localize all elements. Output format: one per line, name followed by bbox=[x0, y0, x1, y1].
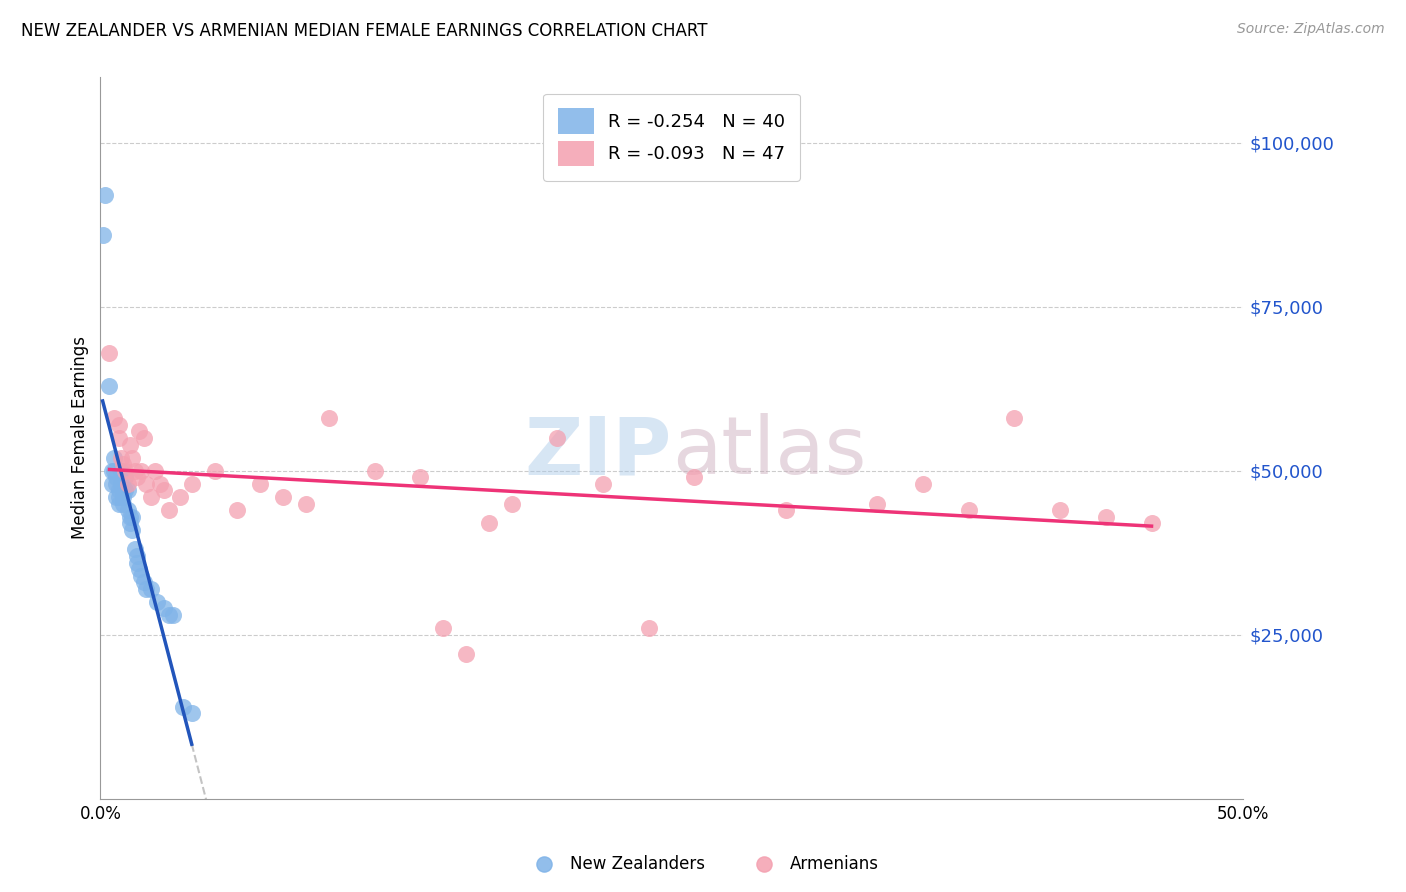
Point bbox=[125, 549, 148, 563]
Point bbox=[180, 706, 202, 721]
Point bbox=[135, 476, 157, 491]
Text: atlas: atlas bbox=[672, 413, 866, 491]
Point bbox=[146, 595, 169, 609]
Point bbox=[120, 437, 142, 451]
Point bbox=[117, 503, 139, 517]
Point bbox=[120, 516, 142, 531]
Legend: New Zealanders, Armenians: New Zealanders, Armenians bbox=[520, 848, 886, 880]
Point bbox=[132, 575, 155, 590]
Point bbox=[432, 621, 454, 635]
Point bbox=[592, 476, 614, 491]
Point bbox=[124, 464, 146, 478]
Point bbox=[98, 345, 121, 359]
Point bbox=[1002, 411, 1025, 425]
Point bbox=[249, 476, 271, 491]
Point bbox=[103, 411, 125, 425]
Point bbox=[105, 476, 128, 491]
Point bbox=[180, 476, 202, 491]
Point bbox=[91, 227, 114, 242]
Point bbox=[114, 464, 136, 478]
Point bbox=[139, 582, 162, 596]
Point bbox=[103, 464, 125, 478]
Point bbox=[153, 601, 176, 615]
Point bbox=[775, 503, 797, 517]
Point bbox=[409, 470, 432, 484]
Point bbox=[911, 476, 934, 491]
Point bbox=[172, 699, 194, 714]
Point bbox=[271, 490, 294, 504]
Point bbox=[149, 476, 172, 491]
Point bbox=[131, 568, 153, 582]
Point bbox=[157, 607, 180, 622]
Point bbox=[866, 497, 889, 511]
Point bbox=[204, 464, 226, 478]
Point bbox=[546, 431, 568, 445]
Point bbox=[114, 470, 136, 484]
Point bbox=[121, 523, 143, 537]
Point bbox=[107, 431, 129, 445]
Point bbox=[103, 450, 125, 465]
Point bbox=[1049, 503, 1071, 517]
Point bbox=[112, 490, 135, 504]
Point bbox=[107, 497, 129, 511]
Point bbox=[101, 476, 124, 491]
Point bbox=[683, 470, 706, 484]
Point bbox=[110, 464, 132, 478]
Point bbox=[454, 648, 477, 662]
Point bbox=[318, 411, 340, 425]
Point bbox=[135, 582, 157, 596]
Point bbox=[153, 483, 176, 498]
Point bbox=[101, 464, 124, 478]
Point bbox=[110, 476, 132, 491]
Legend: R = -0.254   N = 40, R = -0.093   N = 47: R = -0.254 N = 40, R = -0.093 N = 47 bbox=[543, 94, 800, 181]
Point bbox=[107, 483, 129, 498]
Point bbox=[107, 490, 129, 504]
Point bbox=[132, 431, 155, 445]
Point bbox=[143, 464, 166, 478]
Point bbox=[128, 562, 150, 576]
Point bbox=[112, 483, 135, 498]
Point bbox=[125, 556, 148, 570]
Text: Source: ZipAtlas.com: Source: ZipAtlas.com bbox=[1237, 22, 1385, 37]
Point bbox=[112, 457, 135, 471]
Point bbox=[131, 464, 153, 478]
Point bbox=[139, 490, 162, 504]
Point bbox=[105, 470, 128, 484]
Point bbox=[295, 497, 318, 511]
Point bbox=[124, 542, 146, 557]
Point bbox=[1095, 509, 1118, 524]
Point bbox=[98, 378, 121, 392]
Text: NEW ZEALANDER VS ARMENIAN MEDIAN FEMALE EARNINGS CORRELATION CHART: NEW ZEALANDER VS ARMENIAN MEDIAN FEMALE … bbox=[21, 22, 707, 40]
Point bbox=[128, 425, 150, 439]
Point bbox=[121, 509, 143, 524]
Point bbox=[117, 476, 139, 491]
Point bbox=[363, 464, 385, 478]
Point bbox=[125, 470, 148, 484]
Point bbox=[162, 607, 184, 622]
Point bbox=[117, 483, 139, 498]
Point bbox=[121, 450, 143, 465]
Point bbox=[637, 621, 659, 635]
Point bbox=[169, 490, 191, 504]
Point bbox=[957, 503, 980, 517]
Point bbox=[94, 188, 117, 202]
Point bbox=[1140, 516, 1163, 531]
Point bbox=[226, 503, 249, 517]
Point bbox=[112, 497, 135, 511]
Point bbox=[105, 490, 128, 504]
Text: ZIP: ZIP bbox=[524, 413, 672, 491]
Point bbox=[478, 516, 501, 531]
Point bbox=[501, 497, 523, 511]
Point bbox=[110, 450, 132, 465]
Point bbox=[114, 483, 136, 498]
Y-axis label: Median Female Earnings: Median Female Earnings bbox=[72, 336, 89, 540]
Point bbox=[157, 503, 180, 517]
Point bbox=[107, 417, 129, 432]
Point bbox=[120, 509, 142, 524]
